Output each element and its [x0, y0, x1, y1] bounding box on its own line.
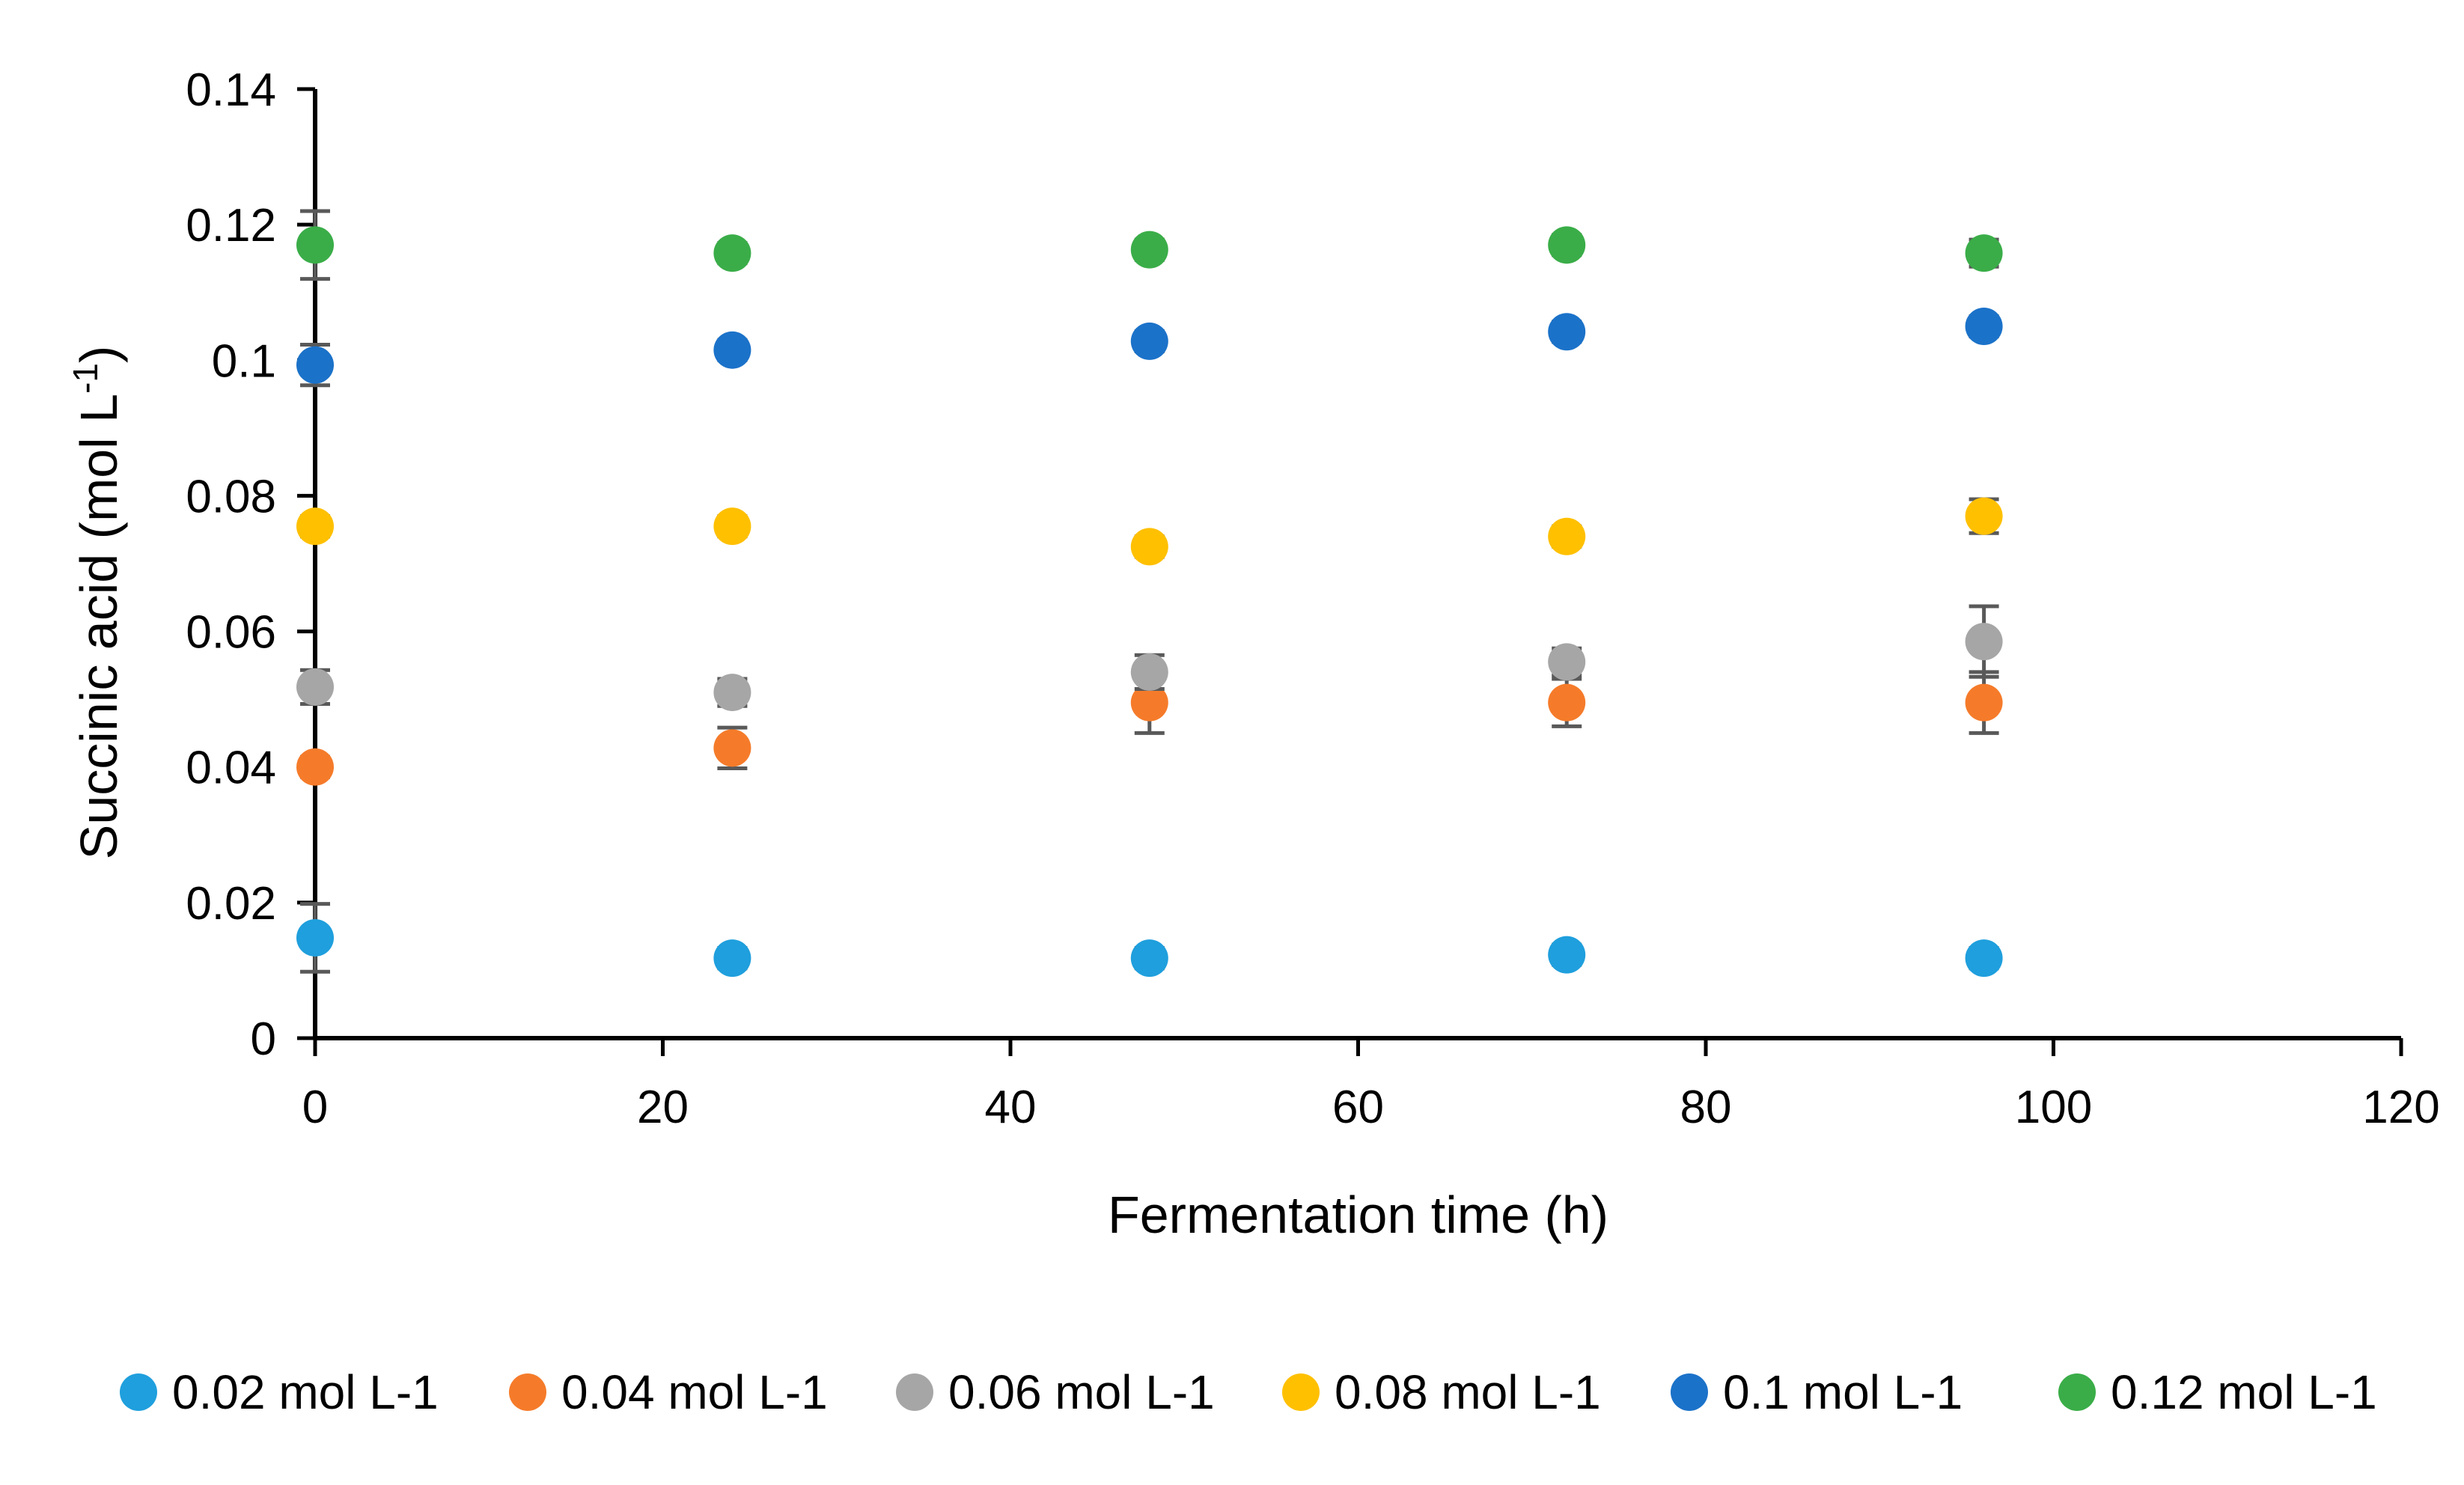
data-point — [1130, 528, 1168, 566]
data-point — [1548, 313, 1586, 351]
legend-item: 0.1 mol L-1 — [1671, 1365, 1963, 1419]
data-points — [296, 209, 2003, 978]
series-5 — [296, 308, 2003, 388]
y-tick-label: 0.12 — [186, 200, 276, 251]
data-point — [1548, 643, 1586, 681]
y-tick-label: 0.06 — [186, 607, 276, 659]
x-tick-label: 100 — [2015, 1082, 2092, 1133]
legend-label: 0.08 mol L-1 — [1335, 1365, 1601, 1419]
data-point — [1548, 683, 1586, 722]
x-axis-ticks: 0 20 40 60 80 100 120 — [302, 1038, 2440, 1133]
data-point — [296, 668, 334, 706]
data-point — [1130, 322, 1168, 360]
legend-item: 0.08 mol L-1 — [1282, 1365, 1601, 1419]
data-point — [713, 507, 751, 546]
data-point — [1548, 226, 1586, 264]
x-tick-label: 40 — [985, 1082, 1037, 1133]
data-point — [296, 507, 334, 546]
y-axis-title-main: Succinic acid (mol L — [70, 394, 128, 859]
y-axis-title: Succinic acid (mol L-1) — [66, 346, 128, 860]
data-point — [296, 226, 334, 264]
data-point — [1548, 517, 1586, 555]
legend-label: 0.02 mol L-1 — [172, 1365, 439, 1419]
data-point — [296, 918, 334, 957]
data-point — [1965, 623, 2003, 661]
data-point — [1965, 308, 2003, 345]
legend-marker — [2058, 1373, 2096, 1411]
legend-label: 0.04 mol L-1 — [561, 1365, 828, 1419]
legend-marker — [896, 1373, 933, 1411]
series-3 — [296, 604, 2003, 712]
legend-item: 0.12 mol L-1 — [2058, 1365, 2377, 1419]
data-point — [1548, 936, 1586, 974]
data-point — [1130, 939, 1168, 978]
x-axis-title: Fermentation time (h) — [1108, 1186, 1608, 1244]
data-point — [1130, 683, 1168, 722]
y-axis-ticks: 0 0.02 0.04 0.06 0.08 0.1 0.12 0.14 — [186, 64, 315, 1065]
legend-label: 0.1 mol L-1 — [1723, 1365, 1963, 1419]
data-point — [296, 748, 334, 786]
data-point — [713, 234, 751, 272]
legend-marker — [120, 1373, 157, 1411]
legend-marker — [509, 1373, 546, 1411]
data-point — [713, 729, 751, 767]
legend-label: 0.12 mol L-1 — [2111, 1365, 2377, 1419]
legend-marker — [1282, 1373, 1320, 1411]
x-tick-label: 0 — [302, 1082, 328, 1133]
data-point — [1130, 653, 1168, 691]
x-tick-label: 60 — [1332, 1082, 1384, 1133]
series-2 — [296, 670, 2003, 786]
x-tick-label: 80 — [1680, 1082, 1732, 1133]
series-1 — [296, 902, 2003, 978]
y-axis-title-superscript: -1 — [66, 363, 105, 394]
data-point — [713, 674, 751, 712]
y-axis-title-close: ) — [70, 346, 128, 363]
y-tick-label: 0.02 — [186, 878, 276, 930]
x-tick-label: 120 — [2362, 1082, 2439, 1133]
data-point — [1965, 497, 2003, 535]
data-point — [296, 346, 334, 384]
data-point — [1130, 231, 1168, 269]
y-tick-label: 0 — [251, 1013, 276, 1065]
data-point — [713, 939, 751, 978]
legend-item: 0.06 mol L-1 — [896, 1365, 1215, 1419]
y-tick-label: 0.1 — [212, 335, 276, 387]
legend-item: 0.04 mol L-1 — [509, 1365, 828, 1419]
data-point — [713, 331, 751, 369]
y-tick-label: 0.14 — [186, 64, 276, 116]
series-4 — [296, 497, 2003, 566]
legend-marker — [1671, 1373, 1708, 1411]
x-tick-label: 20 — [637, 1082, 689, 1133]
legend: 0.02 mol L-1 0.04 mol L-1 0.06 mol L-1 0.08… — [120, 1365, 2377, 1419]
y-tick-label: 0.04 — [186, 742, 276, 794]
legend-item: 0.02 mol L-1 — [120, 1365, 439, 1419]
data-point — [1965, 234, 2003, 272]
y-tick-label: 0.08 — [186, 471, 276, 522]
data-point — [1965, 683, 2003, 722]
data-point — [1965, 939, 2003, 978]
series-6 — [296, 209, 2003, 281]
legend-label: 0.06 mol L-1 — [948, 1365, 1215, 1419]
